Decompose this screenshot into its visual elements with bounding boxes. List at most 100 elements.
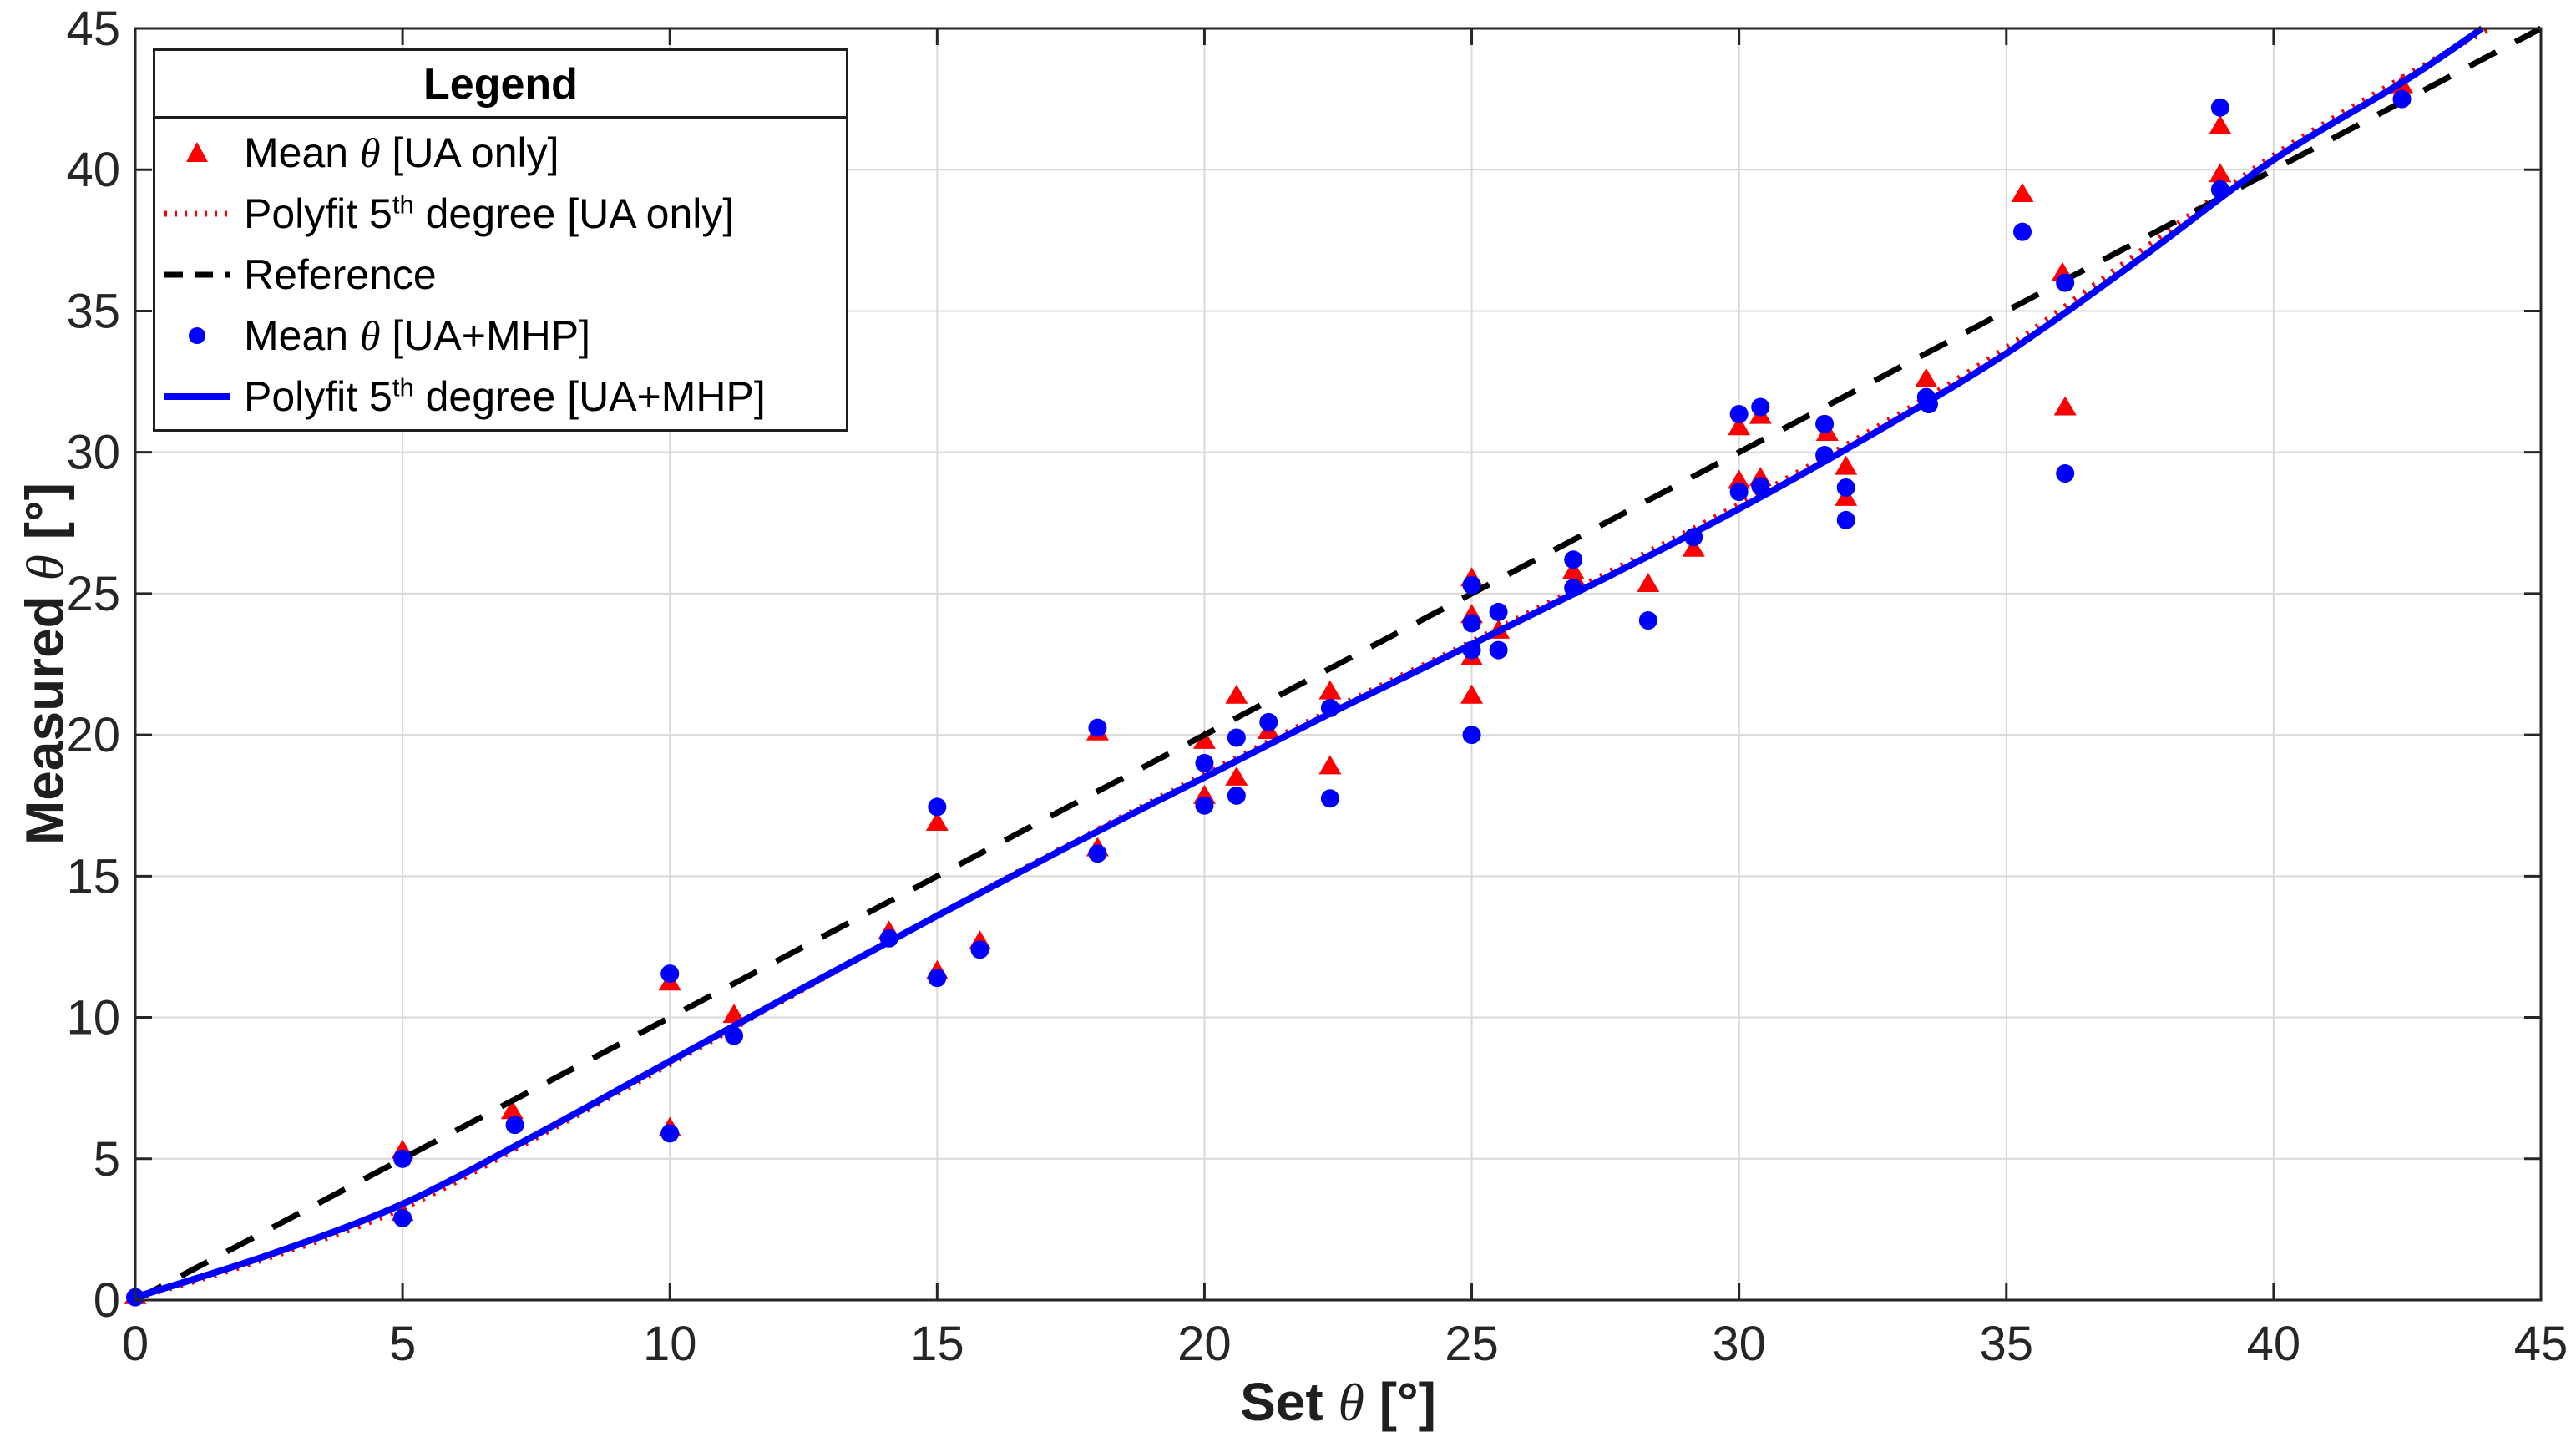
circle-marker (393, 1208, 412, 1227)
legend-marker (160, 311, 234, 361)
svg-text:35: 35 (66, 284, 120, 338)
legend-entries: Mean θ [UA only] Polyfit 5th degree [UA … (155, 119, 846, 431)
series-polyfit-ua-mhp (134, 25, 2484, 1301)
triangle-marker (2209, 163, 2232, 183)
svg-text:0: 0 (122, 1317, 149, 1371)
legend-item-label: Mean θ [UA+MHP] (244, 312, 590, 360)
triangle-marker (1915, 367, 1938, 387)
legend-item-label: Mean θ [UA only] (244, 129, 559, 176)
triangle-marker (1318, 755, 1342, 775)
svg-text:10: 10 (66, 991, 120, 1045)
triangle-marker (1728, 469, 1751, 489)
circle-marker (1320, 789, 1339, 808)
triangle-marker (925, 812, 949, 832)
legend-solid-line-icon (164, 393, 230, 401)
svg-text:15: 15 (910, 1317, 964, 1371)
legend-item: Reference (160, 250, 846, 300)
svg-text:35: 35 (1980, 1317, 2034, 1371)
svg-text:10: 10 (643, 1317, 697, 1371)
legend-marker (160, 189, 234, 239)
triangle-marker (1460, 684, 1484, 704)
svg-text:25: 25 (66, 567, 120, 621)
circle-marker (1462, 726, 1481, 745)
circle-marker (505, 1116, 524, 1135)
svg-text:30: 30 (66, 426, 120, 480)
circle-marker (660, 1124, 680, 1143)
svg-text:15: 15 (66, 849, 120, 903)
x-tick-labels: 0 5 10 15 20 25 30 35 40 45 (122, 1317, 2568, 1371)
circle-marker (970, 940, 989, 959)
triangle-marker (722, 1004, 746, 1024)
circle-marker (1815, 414, 1835, 433)
svg-text:40: 40 (2247, 1317, 2301, 1371)
circle-marker (1259, 712, 1278, 731)
circle-marker (1227, 728, 1246, 747)
legend-marker (160, 372, 234, 422)
circle-marker (2056, 464, 2075, 483)
svg-text:20: 20 (1177, 1317, 1232, 1371)
svg-text:45: 45 (66, 2, 120, 56)
triangle-marker (2209, 114, 2232, 134)
legend-item: Polyfit 5th degree [UA+MHP] (160, 372, 846, 422)
legend-item: Mean θ [UA only] (160, 128, 846, 178)
circle-marker (1462, 575, 1481, 595)
circle-marker (1088, 718, 1107, 737)
triangle-marker (1318, 680, 1342, 700)
circle-marker (1489, 602, 1508, 621)
legend: Legend Mean θ [UA only] Polyfit 5th degr… (153, 48, 848, 432)
tick-marks (134, 27, 2543, 1302)
circle-marker (1836, 510, 1855, 529)
legend-item-label: Polyfit 5th degree [UA only] (244, 190, 735, 237)
legend-title: Legend (155, 51, 846, 119)
circle-marker (1489, 640, 1508, 660)
triangle-marker (2011, 182, 2034, 202)
circle-marker (1836, 478, 1855, 497)
svg-text:0: 0 (94, 1273, 120, 1328)
svg-text:30: 30 (1712, 1317, 1766, 1371)
svg-text:25: 25 (1445, 1317, 1499, 1371)
triangle-marker (500, 1100, 524, 1120)
legend-triangle-icon (186, 141, 208, 162)
y-tick-labels: 0 5 10 15 20 25 30 35 40 45 (66, 2, 120, 1328)
circle-marker (1195, 753, 1214, 772)
svg-text:5: 5 (94, 1132, 120, 1186)
svg-text:40: 40 (66, 143, 120, 197)
triangle-marker (2053, 396, 2077, 416)
series-reference (134, 25, 2543, 1303)
axis-box (134, 27, 2543, 1302)
legend-item: Mean θ [UA+MHP] (160, 311, 846, 361)
circle-marker (928, 797, 947, 817)
svg-text:45: 45 (2514, 1317, 2568, 1371)
circle-marker (2392, 89, 2412, 109)
legend-item: Polyfit 5th degree [UA only] (160, 189, 846, 239)
svg-text:5: 5 (389, 1317, 416, 1371)
legend-marker (160, 250, 234, 300)
circle-marker (928, 969, 947, 988)
circle-marker (1462, 614, 1481, 633)
triangle-marker (1561, 559, 1585, 579)
legend-dashed-line-icon (164, 271, 230, 278)
circle-marker (1751, 397, 1770, 417)
circle-marker (393, 1149, 412, 1168)
triangle-marker (1225, 766, 1248, 786)
circle-marker (1564, 550, 1583, 569)
circle-marker (1088, 844, 1107, 863)
circle-marker (1729, 483, 1749, 502)
circle-marker (2056, 273, 2075, 292)
legend-marker (160, 128, 234, 178)
x-axis-title: Set θ [°] (1240, 1372, 1436, 1432)
triangle-marker (1728, 416, 1751, 436)
circle-marker (660, 964, 680, 984)
circle-marker (1751, 477, 1770, 496)
triangle-marker (1637, 573, 1660, 593)
circle-marker (1729, 404, 1749, 423)
circle-marker (1195, 796, 1214, 815)
triangle-marker (1225, 684, 1248, 704)
legend-item-label: Polyfit 5th degree [UA+MHP] (244, 372, 766, 421)
legend-circle-icon (189, 327, 205, 345)
svg-text:20: 20 (66, 708, 120, 762)
y-axis-title: Measured θ [°] (14, 483, 75, 845)
circle-marker (2012, 222, 2032, 241)
